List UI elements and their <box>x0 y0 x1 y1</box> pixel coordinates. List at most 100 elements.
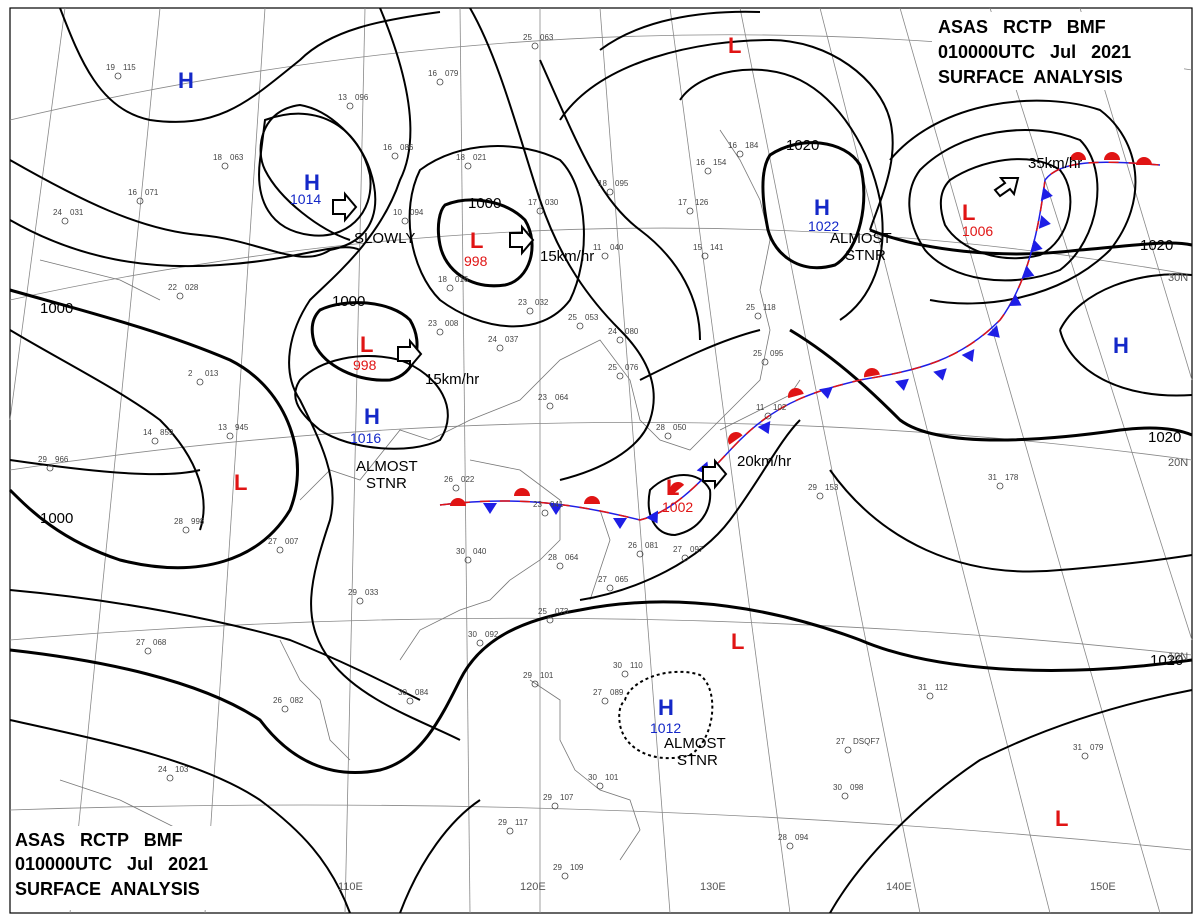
warm-front-symbol <box>584 496 600 504</box>
station-circle-icon <box>391 152 399 160</box>
station-circle-icon <box>764 412 772 420</box>
station-circle-icon <box>551 802 559 810</box>
movement-label: 35km/hr <box>1028 155 1082 172</box>
station-temperature: 30 <box>468 630 477 639</box>
station-plot: 24 080 <box>608 327 639 344</box>
station-temperature: 16 <box>428 69 437 78</box>
station-temperature: 27 <box>836 737 845 746</box>
station-circle-icon <box>576 322 584 330</box>
station-plot: 24 037 <box>488 335 519 352</box>
station-temperature: 18 <box>456 153 465 162</box>
station-circle-icon <box>436 328 444 336</box>
station-temperature: 23 <box>533 500 542 509</box>
station-pressure: 086 <box>400 143 414 152</box>
status-label: STNR <box>366 475 407 492</box>
station-pressure: 065 <box>615 575 629 584</box>
station-pressure: 118 <box>763 303 776 312</box>
station-plot: 27 007 <box>268 537 299 554</box>
high-pressure-label: H <box>304 170 320 195</box>
warm-front-symbol <box>1104 152 1120 160</box>
station-circle-icon <box>464 162 472 170</box>
station-circle-icon <box>541 509 549 517</box>
station-pressure: 115 <box>123 63 136 72</box>
station-pressure: 945 <box>235 423 249 432</box>
station-temperature: 24 <box>488 335 497 344</box>
station-plot: 15 141 <box>693 243 724 260</box>
high-pressure-value: 1022 <box>808 218 839 234</box>
high-pressure-label: H <box>658 695 674 720</box>
station-circle-icon <box>151 437 159 445</box>
station-circle-icon <box>556 562 564 570</box>
station-plot: 26 082 <box>273 696 304 713</box>
header-line: SURFACE ANALYSIS <box>15 879 200 899</box>
movement-label: 20km/hr <box>737 453 791 470</box>
cold-front-symbol <box>613 518 627 529</box>
station-temperature: 24 <box>608 327 617 336</box>
station-pressure: 064 <box>565 553 579 562</box>
station-circle-icon <box>686 207 694 215</box>
station-temperature: 26 <box>273 696 282 705</box>
station-circle-icon <box>616 336 624 344</box>
cold-front-symbol <box>819 386 833 399</box>
station-temperature: 30 <box>613 661 622 670</box>
status-label: ALMOST <box>356 458 418 475</box>
cold-front-symbol <box>1040 187 1053 201</box>
cold-front-symbol <box>1008 293 1022 307</box>
station-plot: 2 013 <box>188 369 219 386</box>
header-line: 010000UTC Jul 2021 <box>938 42 1131 62</box>
isobar-label: 1020 <box>786 137 819 154</box>
station-temperature: 16 <box>128 188 137 197</box>
station-plot: 27 065 <box>598 575 629 592</box>
station-temperature: 24 <box>53 208 62 217</box>
station-plot: 16 071 <box>128 188 159 205</box>
station-plot: 31 079 <box>1073 743 1104 760</box>
station-temperature: 18 <box>213 153 222 162</box>
station-temperature: 25 <box>608 363 617 372</box>
station-plot: 22 028 <box>168 283 199 300</box>
pressure-systems: H H 1014 H 1016 H 1022 H H 1012 L 998 L … <box>178 33 1129 831</box>
low-pressure-label: L <box>731 629 744 654</box>
high-pressure-label: H <box>814 195 830 220</box>
station-circle-icon <box>926 692 934 700</box>
station-circle-icon <box>841 792 849 800</box>
station-pressure: 126 <box>695 198 709 207</box>
station-pressure: 081 <box>645 541 659 550</box>
warm-front-symbol <box>788 388 804 399</box>
header-line: ASAS RCTP BMF <box>938 17 1106 37</box>
station-temperature: 31 <box>1073 743 1082 752</box>
station-pressure: 068 <box>153 638 167 647</box>
station-circle-icon <box>346 102 354 110</box>
station-pressure: 063 <box>230 153 244 162</box>
isobar-label: 1000 <box>40 300 73 317</box>
movement-label: 15km/hr <box>425 371 479 388</box>
high-pressure-value: 1016 <box>350 430 381 446</box>
station-pressure: 101 <box>605 773 619 782</box>
station-plot: 30 101 <box>588 773 619 790</box>
station-pressure: 103 <box>175 765 189 774</box>
station-circle-icon <box>601 697 609 705</box>
movement-label: SLOWLY <box>354 230 415 247</box>
station-circle-icon <box>606 584 614 592</box>
station-plot: 18 095 <box>598 179 629 196</box>
high-pressure-label: H <box>364 404 380 429</box>
station-plot: 29 117 <box>498 818 528 835</box>
station-temperature: 13 <box>338 93 347 102</box>
station-circle-icon <box>176 292 184 300</box>
station-pressure: 021 <box>473 153 487 162</box>
low-pressure-value: 1006 <box>962 223 993 239</box>
station-circle-icon <box>736 150 744 158</box>
station-temperature: 30 <box>833 783 842 792</box>
station-temperature: 27 <box>268 537 277 546</box>
station-temperature: 11 <box>593 243 602 252</box>
station-circle-icon <box>786 842 794 850</box>
station-pressure: DSQF7 <box>853 737 880 746</box>
station-circle-icon <box>401 217 409 225</box>
station-plot: 30 110 <box>613 661 643 678</box>
station-plot: 28 998 <box>174 517 205 534</box>
station-circle-icon <box>616 372 624 380</box>
header-line: ASAS RCTP BMF <box>15 830 183 850</box>
station-temperature: 19 <box>106 63 115 72</box>
station-pressure: 028 <box>185 283 199 292</box>
station-plot: 27 068 <box>136 638 167 655</box>
